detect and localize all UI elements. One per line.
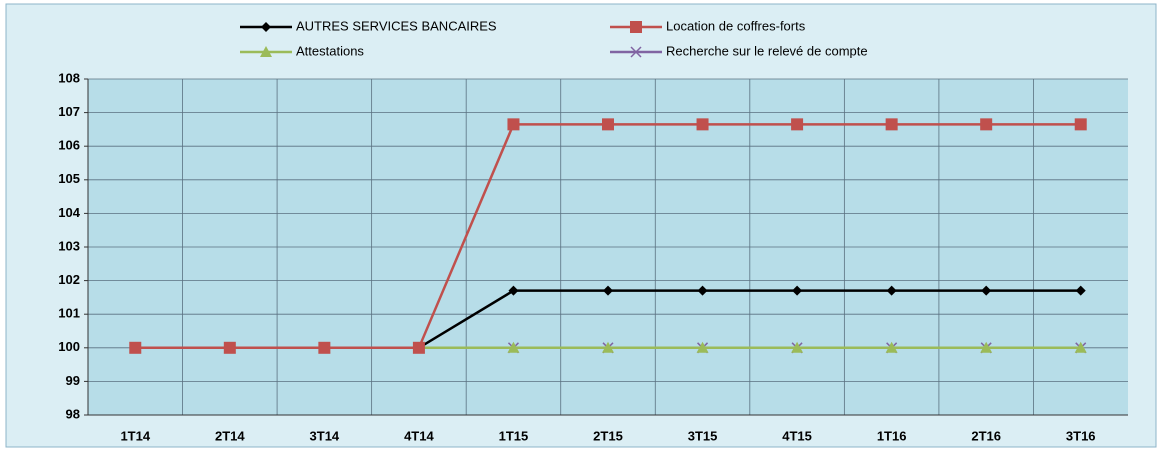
x-tick-label: 2T16 xyxy=(971,428,1001,443)
marker xyxy=(507,118,520,131)
marker xyxy=(1074,341,1087,353)
y-tick-label: 106 xyxy=(58,138,80,153)
marker xyxy=(886,285,897,296)
x-tick-label: 1T14 xyxy=(120,428,150,443)
legend-label: Location de coffres-forts xyxy=(666,18,806,33)
legend-label: AUTRES SERVICES BANCAIRES xyxy=(296,18,497,33)
marker xyxy=(885,341,898,353)
x-tick-label: 4T14 xyxy=(404,428,434,443)
y-tick-label: 101 xyxy=(58,306,80,321)
marker xyxy=(507,341,520,353)
legend-label: Attestations xyxy=(296,43,364,58)
marker xyxy=(603,285,613,296)
y-tick-label: 104 xyxy=(58,205,80,220)
x-tick-label: 1T15 xyxy=(499,428,529,443)
y-tick-label: 108 xyxy=(58,70,80,85)
marker xyxy=(981,285,992,296)
marker xyxy=(792,285,803,296)
marker xyxy=(260,46,272,57)
legend-label: Recherche sur le relevé de compte xyxy=(666,43,868,58)
marker xyxy=(1075,285,1086,296)
marker xyxy=(697,285,708,296)
marker xyxy=(129,341,142,354)
marker xyxy=(630,21,642,33)
y-tick-label: 107 xyxy=(58,104,80,119)
x-tick-label: 2T15 xyxy=(593,428,623,443)
marker xyxy=(261,22,271,32)
marker xyxy=(412,341,425,354)
x-tick-label: 3T16 xyxy=(1066,428,1096,443)
marker xyxy=(1074,118,1087,131)
marker xyxy=(791,118,804,131)
x-tick-label: 3T15 xyxy=(688,428,718,443)
marker xyxy=(630,46,642,58)
y-tick-label: 98 xyxy=(66,406,80,421)
x-tick-label: 3T14 xyxy=(310,428,340,443)
marker xyxy=(318,341,331,354)
x-tick-label: 4T15 xyxy=(782,428,812,443)
y-tick-label: 99 xyxy=(66,373,80,388)
marker xyxy=(696,118,709,131)
marker xyxy=(980,341,993,353)
x-tick-label: 2T14 xyxy=(215,428,245,443)
marker xyxy=(696,341,709,353)
y-tick-label: 105 xyxy=(58,171,80,186)
x-tick-label: 1T16 xyxy=(877,428,907,443)
y-tick-label: 100 xyxy=(58,339,80,354)
marker xyxy=(980,118,993,131)
y-tick-label: 102 xyxy=(58,272,80,287)
marker xyxy=(602,118,614,131)
marker xyxy=(508,285,519,296)
marker xyxy=(602,341,614,353)
y-tick-label: 103 xyxy=(58,238,80,253)
marker xyxy=(223,341,236,354)
marker xyxy=(885,118,898,131)
marker xyxy=(791,341,804,353)
